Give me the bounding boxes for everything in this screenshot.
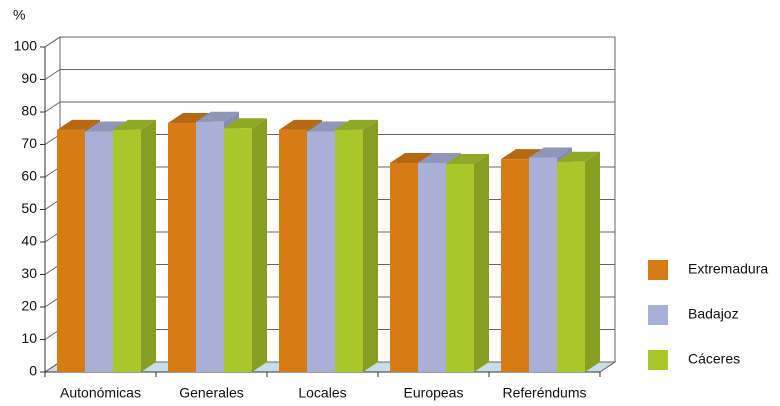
bar-top	[557, 151, 600, 162]
bar-front	[501, 159, 529, 372]
bar-front	[446, 164, 474, 372]
bar-top	[529, 147, 572, 158]
bar-top	[85, 121, 128, 132]
y-tick-label: 30	[21, 265, 37, 281]
bar-side	[585, 151, 600, 372]
bar-front	[557, 161, 585, 372]
bar-front	[224, 128, 252, 372]
bar-top	[196, 111, 239, 122]
bar-front	[279, 129, 307, 372]
legend-swatch	[648, 305, 668, 325]
legend-label: Badajoz	[688, 306, 739, 322]
bar-top	[390, 153, 433, 164]
y-tick-label: 0	[29, 363, 37, 379]
bar	[224, 118, 267, 372]
x-tick-label: Generales	[179, 385, 244, 401]
y-tick-label: 10	[21, 330, 37, 346]
bar-front	[113, 129, 141, 372]
bar-top	[113, 119, 156, 130]
bar-top	[335, 119, 378, 130]
bar-top	[224, 118, 267, 129]
grid-line-side	[44, 36, 61, 48]
bar	[446, 154, 489, 372]
bar	[557, 151, 600, 372]
y-tick-label: 100	[14, 38, 38, 54]
legend-swatch	[648, 350, 668, 370]
y-tick-label: 40	[21, 233, 37, 249]
bar	[113, 119, 156, 372]
y-tick-label: 90	[21, 70, 37, 86]
y-tick-label: 60	[21, 168, 37, 184]
x-tick-label: Referéndums	[502, 385, 586, 401]
grid-line-side	[44, 101, 61, 113]
x-tick-label: Europeas	[404, 385, 464, 401]
bar-front	[529, 157, 557, 372]
bar-top	[57, 119, 100, 130]
bar-side	[141, 119, 156, 372]
x-tick-label: Locales	[298, 385, 346, 401]
bar-top	[418, 153, 461, 164]
bar-front	[57, 129, 85, 372]
bar-front	[196, 121, 224, 372]
bar-front	[418, 163, 446, 372]
bar-side	[474, 154, 489, 372]
x-tick-label: Autonómicas	[60, 385, 141, 401]
bar-top	[307, 121, 350, 132]
y-tick-label: 80	[21, 103, 37, 119]
legend-swatch	[648, 260, 668, 280]
y-tick-label: 20	[21, 298, 37, 314]
y-tick-label: 70	[21, 135, 37, 151]
legend-label: Extremadura	[688, 261, 768, 277]
bar-top	[446, 154, 489, 164]
bar-top	[501, 149, 544, 160]
bar	[335, 119, 378, 372]
bar-side	[252, 118, 267, 372]
y-tick-label: 50	[21, 200, 37, 216]
grid-line-side	[44, 69, 61, 80]
bar-front	[168, 123, 196, 372]
bar-top	[168, 113, 211, 124]
bar-top	[279, 119, 322, 130]
bar-side	[363, 119, 378, 372]
bar-front	[335, 129, 363, 372]
legend-label: Cáceres	[688, 351, 740, 367]
bar-front	[85, 131, 113, 372]
y-unit: %	[13, 7, 25, 23]
bar-front	[307, 131, 335, 372]
bar-front	[390, 163, 418, 372]
